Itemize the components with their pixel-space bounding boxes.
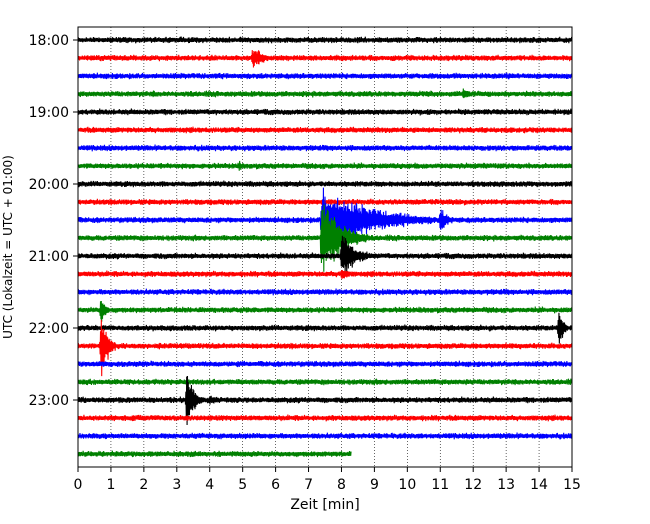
x-tick-label: 14 [530,477,548,493]
trace-row-5 [77,126,573,134]
trace-row-4 [77,108,573,116]
trace-row-7 [77,160,573,171]
y-tick-label: 23:00 [29,393,69,409]
trace-row-17 [77,319,573,377]
x-tick-label: 0 [74,477,83,493]
trace-row-23 [77,450,352,458]
x-tick-label: 4 [205,477,214,493]
trace-row-0 [77,36,573,44]
trace-row-13 [77,270,573,280]
seismic-traces [77,36,573,458]
x-tick-label: 7 [304,477,313,493]
plot-frame [77,26,573,468]
trace-row-10 [77,187,573,247]
trace-row-22 [77,432,573,440]
trace-row-18 [77,360,573,368]
trace-row-16 [77,312,573,344]
y-axis-label: UTC (Lokalzeit = UTC + 01:00) [1,155,15,339]
x-tick-label: 5 [238,477,247,493]
trace-row-15 [77,300,573,322]
x-axis-label: Zeit [min] [290,497,359,513]
x-tick-label: 2 [139,477,148,493]
trace-row-19 [77,378,573,386]
trace-row-11 [77,204,573,272]
trace-row-14 [77,288,573,296]
x-axis-ticks: 0 1 2 3 4 5 6 7 8 9 10 11 12 13 14 15 [74,467,581,493]
x-tick-label: 15 [563,477,581,493]
x-tick-label: 12 [464,477,482,493]
x-tick-label: 3 [172,477,181,493]
grid-lines [110,27,540,467]
y-axis-ticks: 18:00 19:00 20:00 21:00 22:00 23:00 [29,33,78,409]
y-tick-label: 20:00 [29,177,69,193]
y-tick-label: 21:00 [29,249,69,265]
trace-row-20 [77,375,573,425]
x-tick-label: 10 [398,477,416,493]
y-tick-label: 19:00 [29,105,69,121]
trace-row-21 [77,414,573,422]
trace-row-6 [77,144,573,152]
x-tick-label: 13 [497,477,515,493]
trace-row-2 [77,72,573,80]
x-tick-label: 8 [337,477,346,493]
trace-row-8 [77,180,573,188]
trace-row-3 [77,88,573,99]
trace-row-1 [77,50,573,68]
y-tick-label: 22:00 [29,321,69,337]
x-tick-label: 1 [106,477,115,493]
x-tick-label: 6 [271,477,280,493]
y-tick-label: 18:00 [29,33,69,49]
x-tick-label: 11 [431,477,449,493]
trace-row-12 [77,235,573,275]
x-tick-label: 9 [370,477,379,493]
